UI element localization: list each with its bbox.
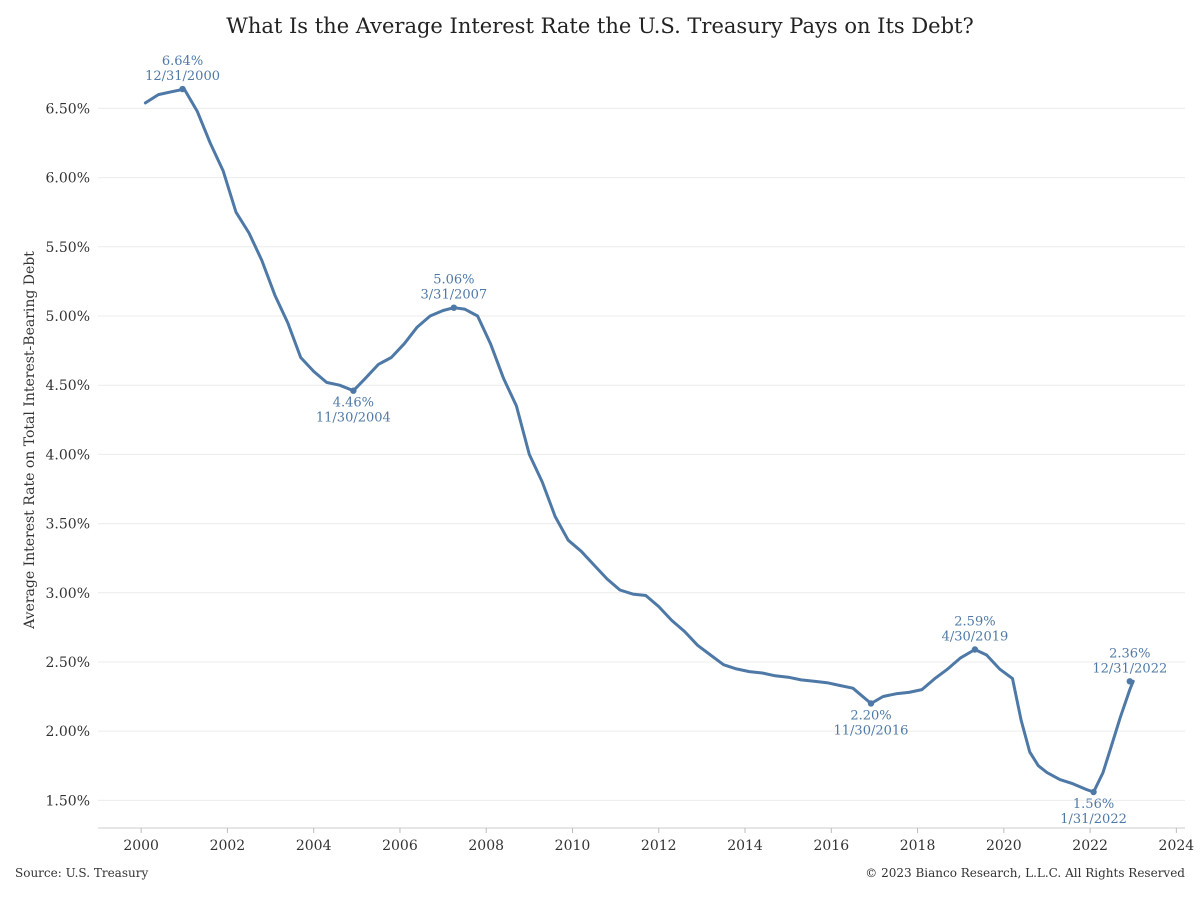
y-tick-label: 1.50% [46,793,90,809]
y-axis-title: Average Interest Rate on Total Interest-… [22,251,38,630]
annotation-value: 1.56% [1073,797,1114,812]
x-tick-label: 2018 [900,838,936,854]
annotation-date: 12/31/2022 [1092,661,1167,676]
y-tick-label: 2.50% [46,655,90,671]
x-tick-label: 2008 [468,838,504,854]
x-tick-label: 2022 [1072,838,1108,854]
annotations: 6.64%12/31/2000 4.46%11/30/2004 5.06%3/31/… [145,54,1167,827]
x-tick-label: 2006 [382,838,418,854]
annotation-point [1126,678,1133,685]
y-tick-label: 5.50% [46,240,90,256]
annotation-date: 11/30/2004 [316,411,391,426]
y-axis-ticks: 1.50% 2.00% 2.50% 3.00% 3.50% 4.00% 4.50% 5.00%… [46,101,90,809]
x-tick-label: 2020 [986,838,1022,854]
x-tick-label: 2004 [296,838,332,854]
x-tick-label: 2012 [641,838,677,854]
y-tick-label: 2.00% [46,724,90,740]
annotation-value: 2.59% [954,614,995,629]
annotation-value: 4.46% [333,396,374,411]
source-note: Source: U.S. Treasury [15,866,149,880]
y-tick-label: 6.50% [46,101,90,117]
annotation-point [1090,788,1097,796]
annotation-point [179,85,186,93]
annotation-point [450,304,458,311]
series-line [143,87,1135,794]
y-tick-label: 4.00% [46,447,90,463]
annotation-date: 4/30/2019 [942,629,1009,644]
annotation-point [350,387,357,394]
annotation-value: 2.36% [1109,646,1150,661]
annotation-date: 12/31/2000 [145,69,220,84]
x-tick-label: 2014 [727,838,763,854]
annotation-point [867,700,875,707]
x-tick-label: 2016 [813,838,849,854]
annotation-date: 1/31/2022 [1060,812,1127,827]
annotation-value: 6.64% [162,54,203,69]
annotation-date: 11/30/2016 [834,723,909,738]
gridlines [98,107,1185,801]
chart-title: What Is the Average Interest Rate the U.… [226,14,974,38]
x-tick-label: 2024 [1159,838,1195,854]
annotation-date: 3/31/2007 [421,288,488,303]
y-tick-label: 6.00% [46,171,90,187]
x-tick-label: 2002 [210,838,246,854]
y-tick-label: 3.50% [46,517,90,533]
y-tick-label: 5.00% [46,309,90,325]
annotation-value: 5.06% [433,273,474,288]
annotation-point [971,646,979,653]
copyright-note: © 2023 Bianco Research, L.L.C. All Right… [865,866,1185,880]
y-tick-label: 3.00% [46,586,90,602]
x-tick-label: 2000 [123,838,159,854]
y-tick-label: 4.50% [46,378,90,394]
x-tick-label: 2010 [555,838,591,854]
annotation-value: 2.20% [850,708,891,723]
x-axis-ticks: 2000 2002 2004 2006 2008 2010 2012 2014 2016 2018… [123,828,1194,854]
